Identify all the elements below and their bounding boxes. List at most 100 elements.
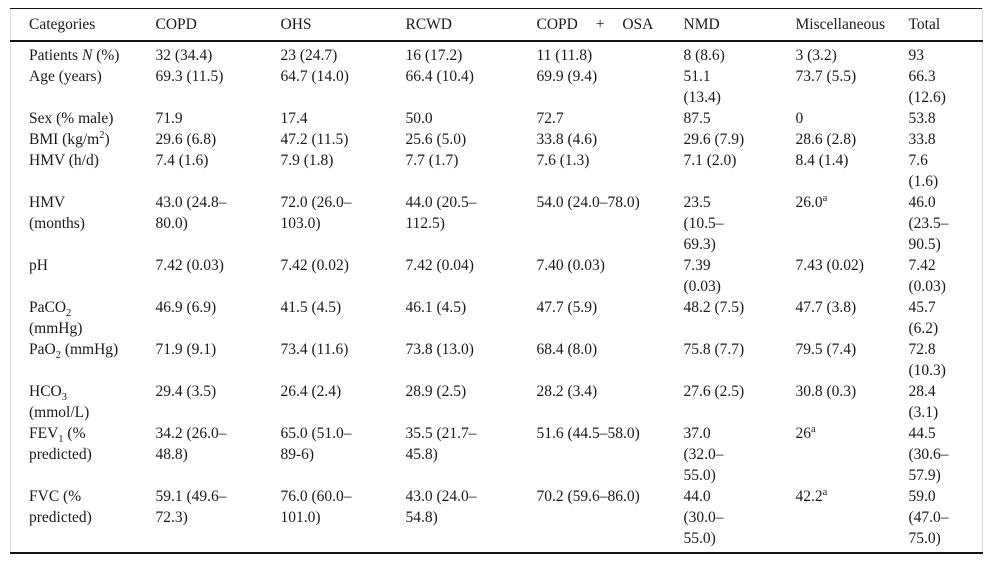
table-cell: 72.7 (536, 110, 564, 127)
table-cell: 7.6 (1.6) (908, 152, 939, 190)
table-cell: 44.0 (30.0– 55.0) (683, 488, 724, 547)
table-cell: 46.0 (23.5– 90.5) (908, 194, 949, 253)
table-cell: 16 (17.2) (405, 47, 463, 64)
table-cell: 42.2a (795, 486, 828, 505)
row-label: FEV1 (% predicted) (29, 425, 92, 463)
column-header-copd-osa: COPD + OSA (536, 8, 684, 42)
table-cell: 7.42 (0.03) (155, 257, 224, 274)
table-row: Patients N (%) 32 (34.4) 23 (24.7) 16 (17.2… (11, 41, 983, 66)
table-cell: 3 (3.2) (795, 47, 837, 64)
table-cell: 75.8 (7.7) (683, 341, 745, 358)
table-cell: 7.9 (1.8) (280, 152, 334, 169)
table-cell: 53.8 (908, 110, 936, 127)
table-cell: 7.39 (0.03) (683, 257, 721, 295)
table-cell: 43.0 (24.0– 54.8) (405, 488, 477, 526)
table-cell: 73.4 (11.6) (280, 341, 349, 358)
table-cell: 44.0 (20.5– 112.5) (405, 194, 477, 232)
table-cell: 64.7 (14.0) (280, 68, 349, 85)
table-cell: 76.0 (60.0– 101.0) (280, 488, 352, 526)
table-cell: 68.4 (8.0) (536, 341, 598, 358)
row-label: Sex (% male) (29, 110, 114, 127)
row-label: HMV (months) (29, 194, 85, 232)
table-row: BMI (kg/m2) 29.6 (6.8) 47.2 (11.5) 25.6 (5.… (11, 129, 983, 150)
row-label: pH (29, 257, 48, 274)
column-header-miscellaneous: Miscellaneous (795, 8, 909, 42)
table-cell: 54.0 (24.0–78.0) (536, 194, 640, 211)
table-cell: 30.8 (0.3) (795, 383, 857, 400)
table-cell: 7.7 (1.7) (405, 152, 459, 169)
table-row: PaO2 (mmHg) 71.9 (9.1) 73.4 (11.6) 73.8 (13… (11, 339, 983, 381)
table-cell: 8 (8.6) (683, 47, 725, 64)
row-label: PaO2 (mmHg) (29, 341, 119, 362)
table-cell: 7.42 (0.02) (280, 257, 349, 274)
table-cell: 26a (795, 423, 816, 442)
table-cell: 48.2 (7.5) (683, 299, 745, 316)
table-cell: 47.2 (11.5) (280, 131, 349, 148)
table-row: HMV (h/d) 7.4 (1.6) 7.9 (1.8) 7.7 (1.7) 7.6 … (11, 150, 983, 192)
table-cell: 35.5 (21.7– 45.8) (405, 425, 477, 463)
table-cell: 28.4 (3.1) (908, 383, 939, 421)
table-cell: 0 (795, 110, 804, 127)
table-cell: 8.4 (1.4) (795, 152, 849, 169)
table-cell: 51.1 (13.4) (683, 68, 721, 106)
table-cell: 28.6 (2.8) (795, 131, 857, 148)
table-cell: 59.0 (47.0– 75.0) (908, 488, 949, 547)
table-cell: 26.4 (2.4) (280, 383, 342, 400)
row-label: HMV (h/d) (29, 152, 99, 169)
table-cell: 46.9 (6.9) (155, 299, 217, 316)
table-cell: 37.0 (32.0– 55.0) (683, 425, 724, 484)
table-cell: 29.6 (7.9) (683, 131, 745, 148)
row-label: Patients N (%) (29, 47, 120, 64)
column-header-rcwd: RCWD (405, 8, 537, 42)
row-label: FVC (% predicted) (29, 488, 92, 526)
table-cell: 7.6 (1.3) (536, 152, 590, 169)
row-label: BMI (kg/m2) (29, 129, 110, 148)
table-row: Sex (% male) 71.9 17.4 50.0 72.7 87.5 0 53.8 (11, 108, 983, 129)
table-cell: 71.9 (155, 110, 183, 127)
column-header-ohs: OHS (280, 8, 406, 42)
table-cell: 87.5 (683, 110, 711, 127)
row-label: HCO3 (mmol/L) (29, 383, 90, 421)
table-cell: 66.3 (12.6) (908, 68, 946, 106)
table-cell: 33.8 (908, 131, 936, 148)
row-label: PaCO2 (mmHg) (29, 299, 83, 337)
table-cell: 73.7 (5.5) (795, 68, 857, 85)
table-cell: 46.1 (4.5) (405, 299, 467, 316)
table-cell: 7.40 (0.03) (536, 257, 605, 274)
table-cell: 17.4 (280, 110, 308, 127)
table-cell: 29.4 (3.5) (155, 383, 217, 400)
table-cell: 34.2 (26.0– 48.8) (155, 425, 227, 463)
table-row: Age (years) 69.3 (11.5) 64.7 (14.0) 66.4 (1… (11, 66, 983, 108)
table-cell: 66.4 (10.4) (405, 68, 474, 85)
table-row: PaCO2 (mmHg) 46.9 (6.9) 41.5 (4.5) 46.1 (4.5… (11, 297, 983, 339)
table-row: FEV1 (% predicted) 34.2 (26.0– 48.8) 65.0 (5… (11, 423, 983, 486)
table-cell: 28.2 (3.4) (536, 383, 598, 400)
table-cell: 51.6 (44.5–58.0) (536, 425, 640, 442)
table-cell: 23 (24.7) (280, 47, 338, 64)
table-cell: 69.9 (9.4) (536, 68, 598, 85)
table-cell: 47.7 (5.9) (536, 299, 598, 316)
table-cell: 45.7 (6.2) (908, 299, 939, 337)
table-cell: 28.9 (2.5) (405, 383, 467, 400)
column-header-copd: COPD (155, 8, 281, 42)
table-body: Patients N (%) 32 (34.4) 23 (24.7) 16 (17.2… (11, 41, 983, 553)
table-cell: 79.5 (7.4) (795, 341, 857, 358)
table-cell: 72.0 (26.0– 103.0) (280, 194, 352, 232)
table-cell: 7.4 (1.6) (155, 152, 209, 169)
table-cell: 70.2 (59.6–86.0) (536, 488, 640, 505)
table-cell: 7.43 (0.02) (795, 257, 864, 274)
table-cell: 27.6 (2.5) (683, 383, 745, 400)
table-cell: 59.1 (49.6– 72.3) (155, 488, 227, 526)
table-cell: 93 (908, 47, 925, 64)
table-cell: 50.0 (405, 110, 433, 127)
column-header-categories: Categories (10, 8, 156, 42)
table-cell: 29.6 (6.8) (155, 131, 217, 148)
table-cell: 47.7 (3.8) (795, 299, 857, 316)
table-cell: 44.5 (30.6– 57.9) (908, 425, 949, 484)
table-cell: 41.5 (4.5) (280, 299, 342, 316)
table-cell: 73.8 (13.0) (405, 341, 474, 358)
row-label: Age (years) (29, 68, 102, 85)
table-cell: 69.3 (11.5) (155, 68, 224, 85)
summary-table: Categories COPD OHS RCWD COPD + OSA NMD Miscel… (10, 8, 983, 554)
header-row: Categories COPD OHS RCWD COPD + OSA NMD Miscel… (10, 8, 983, 42)
